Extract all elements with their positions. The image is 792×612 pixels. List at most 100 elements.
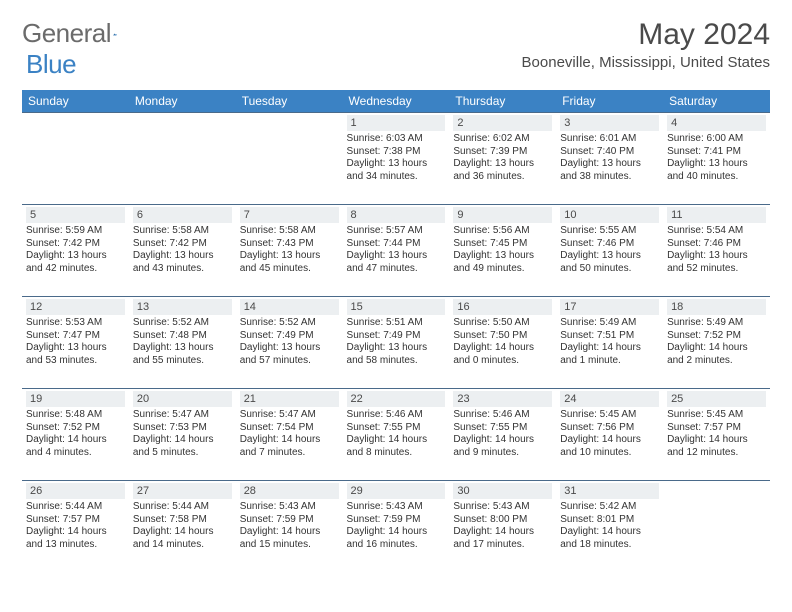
day-number: 9 [453,207,552,223]
day-cell: 6 Sunrise: 5:58 AMSunset: 7:42 PMDaylight… [129,205,236,297]
day-details: Sunrise: 5:45 AMSunset: 7:57 PMDaylight:… [667,409,766,459]
day-details: Sunrise: 5:43 AMSunset: 7:59 PMDaylight:… [240,501,339,551]
day-cell: 20 Sunrise: 5:47 AMSunset: 7:53 PMDayligh… [129,389,236,481]
day-number: 21 [240,391,339,407]
title-block: May 2024 Booneville, Mississippi, United… [522,18,770,71]
logo: General [22,18,135,49]
day-number: 22 [347,391,446,407]
day-cell: 12 Sunrise: 5:53 AMSunset: 7:47 PMDayligh… [22,297,129,389]
day-details: Sunrise: 5:44 AMSunset: 7:57 PMDaylight:… [26,501,125,551]
calendar-table: SundayMondayTuesdayWednesdayThursdayFrid… [22,90,770,573]
day-number: 20 [133,391,232,407]
day-cell: 13 Sunrise: 5:52 AMSunset: 7:48 PMDayligh… [129,297,236,389]
day-number: 8 [347,207,446,223]
day-details: Sunrise: 5:47 AMSunset: 7:53 PMDaylight:… [133,409,232,459]
day-number: 1 [347,115,446,131]
day-header: Monday [129,90,236,113]
day-cell: 3 Sunrise: 6:01 AMSunset: 7:40 PMDaylight… [556,113,663,205]
day-cell [663,481,770,573]
day-details: Sunrise: 5:43 AMSunset: 7:59 PMDaylight:… [347,501,446,551]
day-number: 7 [240,207,339,223]
day-number: 26 [26,483,125,499]
week-row: 12 Sunrise: 5:53 AMSunset: 7:47 PMDayligh… [22,297,770,389]
day-number: 13 [133,299,232,315]
day-details: Sunrise: 5:50 AMSunset: 7:50 PMDaylight:… [453,317,552,367]
calendar-body: 1 Sunrise: 6:03 AMSunset: 7:38 PMDaylight… [22,113,770,573]
day-header: Friday [556,90,663,113]
day-details: Sunrise: 5:52 AMSunset: 7:49 PMDaylight:… [240,317,339,367]
day-cell: 18 Sunrise: 5:49 AMSunset: 7:52 PMDayligh… [663,297,770,389]
day-cell: 21 Sunrise: 5:47 AMSunset: 7:54 PMDayligh… [236,389,343,481]
day-cell: 8 Sunrise: 5:57 AMSunset: 7:44 PMDaylight… [343,205,450,297]
day-header: Wednesday [343,90,450,113]
day-details: Sunrise: 5:49 AMSunset: 7:52 PMDaylight:… [667,317,766,367]
day-cell: 30 Sunrise: 5:43 AMSunset: 8:00 PMDayligh… [449,481,556,573]
day-cell: 22 Sunrise: 5:46 AMSunset: 7:55 PMDayligh… [343,389,450,481]
day-number: 11 [667,207,766,223]
location: Booneville, Mississippi, United States [522,54,770,71]
day-details: Sunrise: 5:54 AMSunset: 7:46 PMDaylight:… [667,225,766,275]
day-number: 16 [453,299,552,315]
day-details: Sunrise: 6:02 AMSunset: 7:39 PMDaylight:… [453,133,552,183]
day-details: Sunrise: 5:53 AMSunset: 7:47 PMDaylight:… [26,317,125,367]
day-number: 17 [560,299,659,315]
day-details: Sunrise: 5:58 AMSunset: 7:42 PMDaylight:… [133,225,232,275]
week-row: 26 Sunrise: 5:44 AMSunset: 7:57 PMDayligh… [22,481,770,573]
week-row: 5 Sunrise: 5:59 AMSunset: 7:42 PMDaylight… [22,205,770,297]
day-details: Sunrise: 5:49 AMSunset: 7:51 PMDaylight:… [560,317,659,367]
day-cell: 26 Sunrise: 5:44 AMSunset: 7:57 PMDayligh… [22,481,129,573]
day-number: 29 [347,483,446,499]
day-number: 2 [453,115,552,131]
day-number: 15 [347,299,446,315]
day-cell: 4 Sunrise: 6:00 AMSunset: 7:41 PMDaylight… [663,113,770,205]
week-row: 19Sunrise: 5:48 AMSunset: 7:52 PMDayligh… [22,389,770,481]
day-number: 4 [667,115,766,131]
day-number: 12 [26,299,125,315]
day-number: 18 [667,299,766,315]
day-number: 30 [453,483,552,499]
day-cell: 19Sunrise: 5:48 AMSunset: 7:52 PMDayligh… [22,389,129,481]
day-details: Sunrise: 5:46 AMSunset: 7:55 PMDaylight:… [453,409,552,459]
day-header: Sunday [22,90,129,113]
day-cell [129,113,236,205]
day-cell: 15 Sunrise: 5:51 AMSunset: 7:49 PMDayligh… [343,297,450,389]
day-details: Sunrise: 6:03 AMSunset: 7:38 PMDaylight:… [347,133,446,183]
day-number: 6 [133,207,232,223]
day-number: 31 [560,483,659,499]
day-cell: 23Sunrise: 5:46 AMSunset: 7:55 PMDayligh… [449,389,556,481]
day-cell [236,113,343,205]
day-header-row: SundayMondayTuesdayWednesdayThursdayFrid… [22,90,770,113]
day-details: Sunrise: 5:52 AMSunset: 7:48 PMDaylight:… [133,317,232,367]
day-cell: 28Sunrise: 5:43 AMSunset: 7:59 PMDayligh… [236,481,343,573]
day-number: 5 [26,207,125,223]
logo-text-gray: General [22,18,111,49]
day-cell: 17 Sunrise: 5:49 AMSunset: 7:51 PMDayligh… [556,297,663,389]
day-cell: 25Sunrise: 5:45 AMSunset: 7:57 PMDayligh… [663,389,770,481]
day-details: Sunrise: 5:43 AMSunset: 8:00 PMDaylight:… [453,501,552,551]
day-details: Sunrise: 5:56 AMSunset: 7:45 PMDaylight:… [453,225,552,275]
day-number: 24 [560,391,659,407]
day-details: Sunrise: 5:44 AMSunset: 7:58 PMDaylight:… [133,501,232,551]
day-cell: 11 Sunrise: 5:54 AMSunset: 7:46 PMDayligh… [663,205,770,297]
day-details: Sunrise: 5:57 AMSunset: 7:44 PMDaylight:… [347,225,446,275]
day-number: 3 [560,115,659,131]
day-details: Sunrise: 5:51 AMSunset: 7:49 PMDaylight:… [347,317,446,367]
day-cell: 14 Sunrise: 5:52 AMSunset: 7:49 PMDayligh… [236,297,343,389]
day-cell: 24 Sunrise: 5:45 AMSunset: 7:56 PMDayligh… [556,389,663,481]
day-number: 14 [240,299,339,315]
day-details: Sunrise: 5:42 AMSunset: 8:01 PMDaylight:… [560,501,659,551]
day-number: 19 [26,391,125,407]
day-details: Sunrise: 6:01 AMSunset: 7:40 PMDaylight:… [560,133,659,183]
day-cell: 27Sunrise: 5:44 AMSunset: 7:58 PMDayligh… [129,481,236,573]
day-details: Sunrise: 5:45 AMSunset: 7:56 PMDaylight:… [560,409,659,459]
month-title: May 2024 [522,18,770,52]
day-details: Sunrise: 5:46 AMSunset: 7:55 PMDaylight:… [347,409,446,459]
logo-text-blue: Blue [26,49,76,80]
day-details: Sunrise: 6:00 AMSunset: 7:41 PMDaylight:… [667,133,766,183]
day-cell [22,113,129,205]
day-cell: 16 Sunrise: 5:50 AMSunset: 7:50 PMDayligh… [449,297,556,389]
week-row: 1 Sunrise: 6:03 AMSunset: 7:38 PMDaylight… [22,113,770,205]
day-details: Sunrise: 5:47 AMSunset: 7:54 PMDaylight:… [240,409,339,459]
day-cell: 9 Sunrise: 5:56 AMSunset: 7:45 PMDaylight… [449,205,556,297]
day-details: Sunrise: 5:59 AMSunset: 7:42 PMDaylight:… [26,225,125,275]
